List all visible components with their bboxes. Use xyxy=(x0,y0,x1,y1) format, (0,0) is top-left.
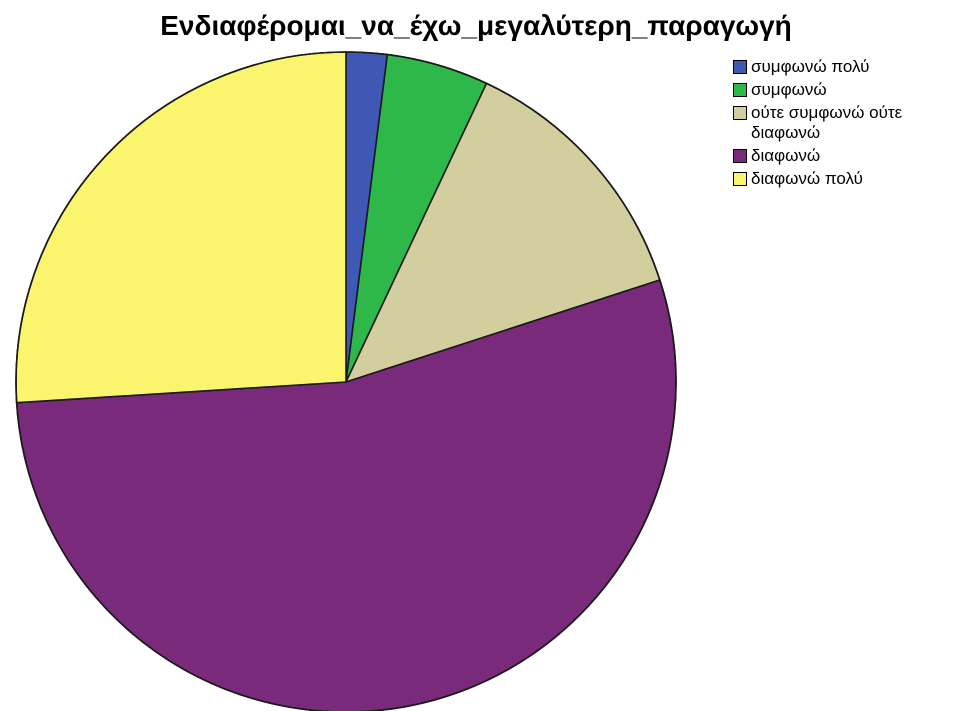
legend-label-agree: συμφωνώ xyxy=(751,80,827,99)
legend-swatch-neutral xyxy=(733,106,747,120)
pie-slice-strongly-disagree xyxy=(15,51,347,404)
legend-swatch-strongly-agree xyxy=(733,60,747,74)
legend-label-disagree: διαφωνώ xyxy=(751,146,821,165)
legend-swatch-agree xyxy=(733,83,747,97)
chart-title: Ενδιαφέρομαι_να_έχω_μεγαλύτερη_παραγωγή xyxy=(160,10,792,41)
legend-label-strongly-agree: συμφωνώ πολύ xyxy=(751,57,870,76)
legend-swatch-disagree xyxy=(733,149,747,163)
legend-item-strongly-agree: συμφωνώ πολύ xyxy=(733,57,953,77)
legend-item-agree: συμφωνώ xyxy=(733,80,953,100)
legend-label-neutral: ούτε συμφωνώ ούτε διαφωνώ xyxy=(751,103,903,142)
legend-swatch-strongly-disagree xyxy=(733,172,747,186)
legend-item-neutral: ούτε συμφωνώ ούτε διαφωνώ xyxy=(733,103,953,143)
legend-item-disagree: διαφωνώ xyxy=(733,146,953,166)
legend-label-strongly-disagree: διαφωνώ πολύ xyxy=(751,169,863,188)
legend: συμφωνώ πολύ συμφωνώ ούτε συμφωνώ ούτε δ… xyxy=(733,57,953,192)
legend-item-strongly-disagree: διαφωνώ πολύ xyxy=(733,169,953,189)
pie-outline xyxy=(15,51,677,711)
